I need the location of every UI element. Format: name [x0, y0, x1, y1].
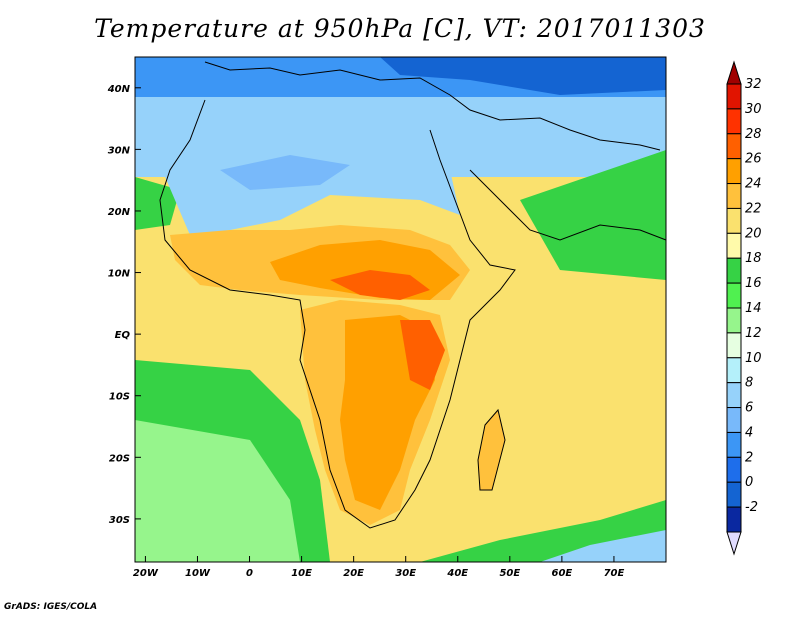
longitude-ticks: 20W 10W 0 10E 20E 30E 40E 50E 60E 70E	[133, 556, 625, 579]
lat-tick-label: 30S	[109, 515, 130, 526]
colorbar-label: 8	[745, 376, 753, 391]
colorbar-label: 20	[745, 226, 762, 241]
colorbar-bin	[726, 307, 742, 334]
field-lakes-hot	[400, 320, 445, 390]
colorbar-bin	[726, 207, 742, 234]
field-sahel-hot	[330, 270, 430, 300]
lon-tick-label: 10W	[185, 568, 211, 579]
colorbar-bin	[726, 431, 742, 458]
lat-tick-label: 20N	[108, 207, 131, 218]
field-atlantic-green	[135, 177, 180, 230]
colorbar-bin	[726, 282, 742, 309]
colorbar-bin	[726, 183, 742, 209]
colorbar-bin	[726, 232, 742, 259]
lat-tick-label: 10N	[108, 269, 131, 280]
colorbar-bin	[726, 382, 742, 409]
colorbar-label: 14	[745, 301, 762, 316]
colorbar-label: 24	[745, 177, 762, 192]
lon-tick-label: 30E	[395, 568, 416, 579]
colorbar-label: 16	[745, 276, 762, 291]
temperature-field	[135, 57, 666, 562]
field-europe-cold	[380, 57, 666, 95]
coast-madagascar	[477, 408, 506, 491]
colorbar-bin	[726, 158, 742, 185]
colorbar-bin	[726, 108, 742, 135]
colorbar-bin	[726, 506, 742, 533]
colorbar-bin	[726, 407, 742, 433]
coast-arabia	[469, 169, 667, 241]
field-south-atlantic-cool	[135, 420, 300, 562]
colorbar-label: 28	[745, 127, 762, 142]
lon-tick-label: 10E	[291, 568, 312, 579]
lon-tick-label: 70E	[604, 568, 625, 579]
lat-tick-label: EQ	[115, 330, 131, 341]
field-south-indian-cool	[540, 530, 666, 562]
colorbar-bin	[726, 332, 742, 359]
colorbar-bin	[726, 133, 742, 160]
latitude-ticks: 40N 30N 20N 10N EQ 10S 20S 30S	[107, 84, 141, 526]
colorbar-label: 2	[745, 450, 753, 465]
colorbar-label: 30	[745, 102, 762, 117]
colorbar-bin	[726, 481, 742, 508]
lon-tick-label: 0	[246, 568, 253, 579]
lon-tick-label: 40E	[446, 568, 468, 579]
colorbar-label: 32	[745, 77, 762, 92]
map-frame	[134, 56, 667, 563]
lon-tick-label: 20E	[343, 568, 364, 579]
coast-mediterranean	[204, 61, 661, 151]
field-sahara-colder	[220, 155, 350, 190]
colorbar-label: 22	[745, 201, 762, 216]
colorbar-bin	[726, 257, 742, 284]
lon-tick-label: 20W	[133, 568, 159, 579]
colorbar-label: 26	[745, 152, 762, 167]
lon-tick-label: 60E	[552, 568, 573, 579]
colorbar-label: 0	[745, 475, 753, 490]
lon-tick-label: 50E	[499, 568, 520, 579]
colorbar-bin	[726, 456, 742, 483]
colorbar-label: 10	[745, 351, 762, 366]
field-madagascar	[478, 410, 505, 490]
colorbar-bottom-arrow	[726, 531, 742, 556]
coastlines	[159, 61, 667, 529]
lat-tick-label: 10S	[109, 392, 130, 403]
colorbar-label: 12	[745, 326, 762, 341]
colorbar-label: 18	[745, 251, 762, 266]
colorbar-top-arrow	[726, 60, 742, 85]
field-arabia-green	[520, 150, 666, 280]
lat-tick-label: 30N	[108, 145, 131, 156]
lat-tick-label: 40N	[107, 84, 131, 95]
colorbar-bin	[726, 83, 742, 110]
colorbar-bin	[726, 357, 742, 384]
coast-africa	[159, 99, 516, 529]
colorbar-label: 6	[745, 401, 753, 416]
lat-tick-label: 20S	[109, 453, 130, 464]
map-title: Temperature at 950hPa [C], VT: 201701130…	[94, 14, 706, 43]
credit-text: GrADS: IGES/COLA	[4, 602, 98, 612]
colorbar-label: -2	[745, 500, 758, 515]
colorbar-label: 4	[745, 425, 753, 440]
